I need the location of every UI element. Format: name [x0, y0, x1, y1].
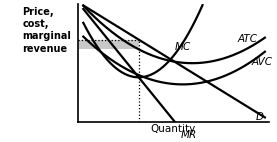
Bar [78, 40, 139, 49]
Text: D: D [255, 111, 263, 122]
Text: AVC: AVC [252, 57, 273, 67]
Text: MR: MR [181, 130, 197, 140]
Text: MC: MC [175, 42, 191, 52]
Text: ATC: ATC [238, 34, 258, 44]
Text: Price,
cost,
marginal
revenue: Price, cost, marginal revenue [22, 7, 71, 54]
X-axis label: Quantity: Quantity [150, 124, 196, 133]
